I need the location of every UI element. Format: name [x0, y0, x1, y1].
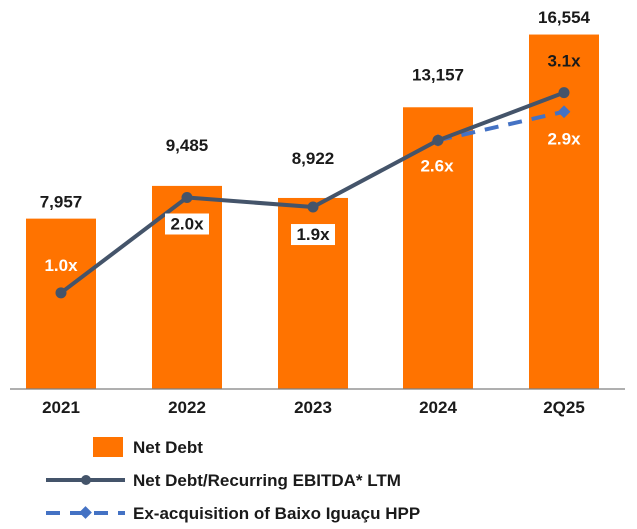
- ratio-label-2Q25: 3.1x: [547, 52, 581, 71]
- bar-value-label-2023: 8,922: [292, 149, 335, 168]
- ratio-point-2Q25: [558, 87, 570, 99]
- x-tick-2024: 2024: [419, 398, 457, 417]
- x-tick-labels: 2021 2022 2023 2024 2Q25: [42, 398, 585, 417]
- line-series: [55, 87, 571, 299]
- ratio-point-2024: [432, 134, 444, 146]
- ratio-label-bg-2022: [165, 213, 209, 235]
- ex-acquisition-label-2Q25: 2.9x: [547, 130, 581, 149]
- data-labels: 7,957 9,485 8,922 13,157 16,554 1.0x 2.0x 1.9x 2…: [40, 8, 591, 275]
- bar-value-label-2Q25: 16,554: [538, 8, 591, 27]
- legend-label-ex-acquisition: Ex-acquisition of Baixo Iguaçu HPP: [133, 504, 420, 523]
- ratio-label-2022: 2.0x: [170, 215, 204, 234]
- bar-2024: [403, 107, 473, 389]
- legend-label-ratio: Net Debt/Recurring EBITDA* LTM: [133, 471, 401, 490]
- legend-swatch-net-debt: [93, 437, 123, 457]
- x-tick-2023: 2023: [294, 398, 332, 417]
- ratio-label-2023: 1.9x: [296, 225, 330, 244]
- bar-value-label-2022: 9,485: [166, 136, 209, 155]
- x-tick-2022: 2022: [168, 398, 206, 417]
- bar-2021: [26, 218, 96, 389]
- ratio-point-2022: [181, 192, 193, 203]
- ratio-point-2023: [307, 201, 319, 213]
- ratio-label-2021: 1.0x: [44, 256, 78, 275]
- legend: Net Debt Net Debt/Recurring EBITDA* LTM …: [46, 437, 420, 523]
- x-tick-2Q25: 2Q25: [543, 398, 585, 417]
- bar-series: [26, 34, 599, 390]
- legend-label-net-debt: Net Debt: [133, 438, 203, 457]
- ratio-point-2021: [55, 287, 67, 299]
- ratio-label-bg-2023: [291, 224, 335, 246]
- bar-value-label-2024: 13,157: [412, 65, 464, 84]
- legend-marker-ratio: [81, 475, 91, 485]
- bar-value-label-2021: 7,957: [40, 193, 83, 212]
- x-tick-2021: 2021: [42, 398, 80, 417]
- ratio-label-2024: 2.6x: [420, 156, 454, 175]
- legend-marker-ex-acquisition: [79, 506, 92, 519]
- ex-acquisition-line: [437, 109, 565, 143]
